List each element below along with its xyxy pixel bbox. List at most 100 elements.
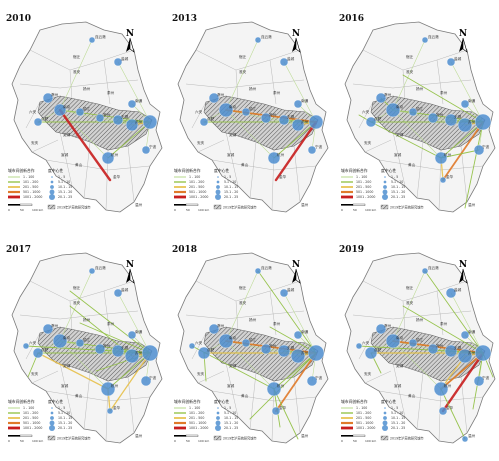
- city-label: 杭州: [111, 383, 119, 388]
- city-label: 常州: [103, 112, 111, 117]
- city-label: 芜湖: [229, 132, 237, 137]
- svg-text:N: N: [292, 29, 300, 39]
- svg-text:1001 - 2000: 1001 - 2000: [23, 195, 42, 199]
- city-label: 淮安: [406, 300, 414, 305]
- centrality-node: [208, 92, 220, 104]
- svg-text:15.1 - 20: 15.1 - 20: [224, 190, 238, 194]
- centrality-node: [254, 36, 262, 44]
- north-arrow-icon: N: [126, 260, 135, 284]
- city-label: 杭州: [277, 383, 285, 388]
- svg-text:1001 - 2000: 1001 - 2000: [356, 195, 375, 199]
- svg-text:100 km: 100 km: [32, 208, 43, 212]
- centrality-node: [113, 57, 123, 67]
- svg-text:100 km: 100 km: [365, 208, 376, 212]
- city-label: 扬州: [83, 317, 91, 322]
- svg-text:50: 50: [20, 208, 24, 212]
- panel-year-label: 2010: [6, 14, 32, 24]
- svg-text:0: 0: [174, 439, 176, 443]
- centrality-node: [127, 99, 137, 109]
- city-label: 连云港: [95, 34, 106, 39]
- city-label: 温州: [468, 202, 476, 207]
- city-label: 宣城: [394, 152, 402, 157]
- svg-text:1001 - 2000: 1001 - 2000: [189, 426, 208, 430]
- city-label: 泰州: [273, 321, 281, 326]
- city-label: 南京: [396, 104, 404, 109]
- svg-text:2019年沪苏皖研究城市: 2019年沪苏皖研究城市: [390, 436, 424, 441]
- centrality-node: [460, 99, 470, 109]
- centrality-node: [445, 287, 457, 299]
- city-label: 安庆: [197, 371, 205, 376]
- city-label: 温州: [468, 433, 476, 438]
- svg-text:0: 0: [341, 439, 343, 443]
- centrality-node: [457, 117, 473, 133]
- svg-text:5.1 - 10: 5.1 - 10: [224, 180, 236, 184]
- city-label: 泰州: [107, 90, 115, 95]
- centrality-node: [112, 114, 124, 126]
- city-label: 南通: [135, 98, 143, 103]
- svg-text:501 - 1000: 501 - 1000: [189, 421, 206, 425]
- city-label: 南通: [468, 98, 476, 103]
- svg-text:50: 50: [353, 439, 357, 443]
- centrality-node: [127, 330, 137, 340]
- svg-text:0: 0: [174, 208, 176, 212]
- cooperation-flow-line: [59, 39, 93, 111]
- map-panel-2013: 2013 连云港 宿迁 盐城 淮安 滁州 扬州 泰州 南通 南京 镇江 常州 无锡 苏州 芜湖 宣城 杭州 宁波金…: [166, 0, 332, 230]
- centrality-node: [266, 381, 282, 397]
- cooperation-flow-line: [441, 351, 485, 413]
- city-label: 盐城: [287, 56, 295, 61]
- centrality-node: [364, 346, 378, 360]
- centrality-node: [446, 57, 456, 67]
- cooperation-flow-line: [275, 352, 317, 412]
- cooperation-flow-line: [392, 340, 442, 390]
- map-panel-2018: 2018 连云港 宿迁 盐城 淮安 滁州 扬州 泰州 南通 南京 镇江 常州 无锡 苏州 芜湖 宣城 杭州 宁波金…: [166, 231, 332, 461]
- centrality-node: [439, 176, 447, 184]
- city-label: 六安: [195, 340, 203, 345]
- city-label: 宿迁: [239, 285, 247, 290]
- city-label: 温州: [135, 202, 143, 207]
- city-label: 黄山: [241, 162, 249, 167]
- centrality-node: [307, 145, 317, 155]
- city-label: 宣城: [394, 383, 402, 388]
- city-label: 宿迁: [73, 285, 81, 290]
- svg-text:2019年沪苏皖研究城市: 2019年沪苏皖研究城市: [223, 436, 257, 441]
- city-label: 黄山: [75, 162, 83, 167]
- centrality-node: [260, 112, 272, 124]
- city-label: 金华: [446, 174, 454, 179]
- svg-text:100 km: 100 km: [365, 439, 376, 443]
- cooperation-flow-line: [283, 292, 317, 354]
- city-label: 淮安: [239, 300, 247, 305]
- svg-text:1 - 100: 1 - 100: [23, 175, 34, 179]
- centrality-node: [22, 342, 30, 350]
- city-label: 扬州: [249, 317, 257, 322]
- centrality-node: [306, 375, 318, 387]
- city-label: 苏州: [135, 119, 143, 124]
- city-label: 宁波: [482, 375, 490, 380]
- centrality-node: [385, 102, 401, 118]
- centrality-node: [260, 343, 272, 355]
- city-label: 镇江: [416, 106, 424, 111]
- city-label: 扬州: [416, 317, 424, 322]
- panel-year-label: 2016: [339, 14, 365, 24]
- centrality-node: [218, 333, 234, 349]
- city-label: 常州: [436, 112, 444, 117]
- cooperation-flow-line: [37, 352, 109, 390]
- city-label: 南京: [229, 335, 237, 340]
- city-label: 宁波: [149, 144, 157, 149]
- svg-text:2019年沪苏皖研究城市: 2019年沪苏皖研究城市: [390, 205, 424, 210]
- centrality-node: [408, 338, 418, 348]
- svg-text:101 - 200: 101 - 200: [189, 411, 204, 415]
- centrality-node: [267, 151, 281, 165]
- cooperation-flow-line: [432, 117, 484, 123]
- centrality-node: [75, 338, 85, 348]
- cooperation-flow-line: [58, 108, 112, 182]
- city-label: 滁州: [384, 323, 392, 328]
- svg-text:50: 50: [20, 439, 24, 443]
- cooperation-flow-line: [273, 352, 317, 390]
- centrality-node: [113, 288, 123, 298]
- svg-text:N: N: [126, 29, 134, 39]
- city-label: 宣城: [61, 383, 69, 388]
- city-label: 南京: [63, 104, 71, 109]
